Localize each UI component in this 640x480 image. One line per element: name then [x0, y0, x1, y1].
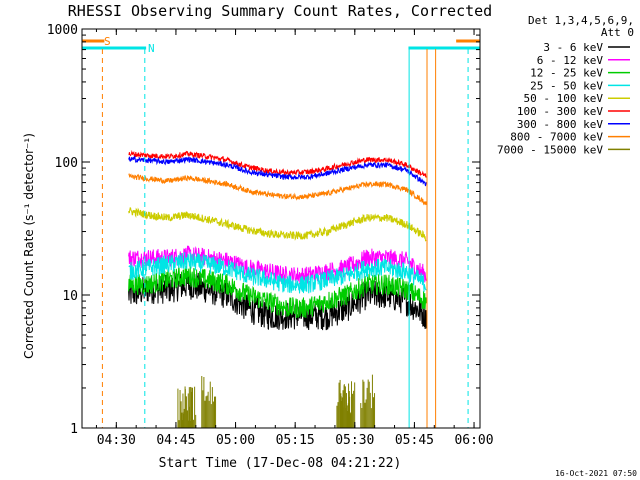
y-tick-label-3: 1000 — [47, 23, 78, 38]
legend-label-0: 3 - 6 keV — [543, 41, 603, 54]
series-5 — [128, 149, 427, 178]
legend-label-1: 6 - 12 keV — [537, 54, 604, 67]
y-axis-label: Corrected Count Rate (s⁻¹ detector⁻¹) — [22, 133, 36, 359]
x-tick-label-6: 06:00 — [454, 433, 493, 448]
legend-label-8: 7000 - 15000 keV — [497, 143, 603, 156]
plot-frame — [81, 28, 481, 429]
generation-timestamp: 16-Oct-2021 07:50 — [555, 469, 637, 478]
x-axis-label: Start Time (17-Dec-08 04:21:22) — [159, 456, 402, 471]
x-tick-label-2: 05:00 — [216, 433, 255, 448]
y-tick-label-2: 100 — [55, 156, 78, 171]
chart-title: RHESSI Observing Summary Count Rates, Co… — [68, 2, 492, 20]
series-layer — [128, 149, 427, 428]
axes-layer: 04:30 04:45 05:00 05:15 05:30 05:45 06:00 1 10 10… — [47, 23, 494, 448]
series-6 — [128, 155, 427, 187]
legend-header-1: Att 0 — [601, 26, 634, 39]
flag-label-N: N — [148, 42, 155, 55]
x-tick-label-0: 04:30 — [97, 433, 136, 448]
legend-label-6: 300 - 800 keV — [517, 118, 603, 131]
series-8 — [177, 374, 376, 428]
x-tick-label-5: 05:45 — [395, 433, 434, 448]
series-4 — [128, 207, 427, 242]
series-2 — [128, 265, 427, 319]
legend-label-2: 12 - 25 keV — [530, 67, 603, 80]
legend-label-3: 25 - 50 keV — [530, 79, 603, 92]
x-tick-label-1: 04:45 — [156, 433, 195, 448]
series-3 — [128, 252, 427, 294]
flags-layer: SN — [82, 35, 480, 55]
legend-label-4: 50 - 100 keV — [524, 92, 604, 105]
flag-label-S: S — [104, 35, 111, 48]
legend-label-7: 800 - 7000 keV — [510, 131, 603, 144]
legend-label-5: 100 - 300 keV — [517, 105, 603, 118]
y-tick-label-0: 1 — [70, 422, 78, 437]
series-7 — [128, 173, 427, 206]
y-tick-label-1: 10 — [62, 289, 78, 304]
x-tick-label-4: 05:30 — [335, 433, 374, 448]
x-tick-label-3: 05:15 — [276, 433, 315, 448]
markers-layer — [101, 49, 469, 428]
legend-header-0: Det 1,3,4,5,6,9, — [528, 14, 634, 27]
series-0 — [128, 270, 427, 331]
